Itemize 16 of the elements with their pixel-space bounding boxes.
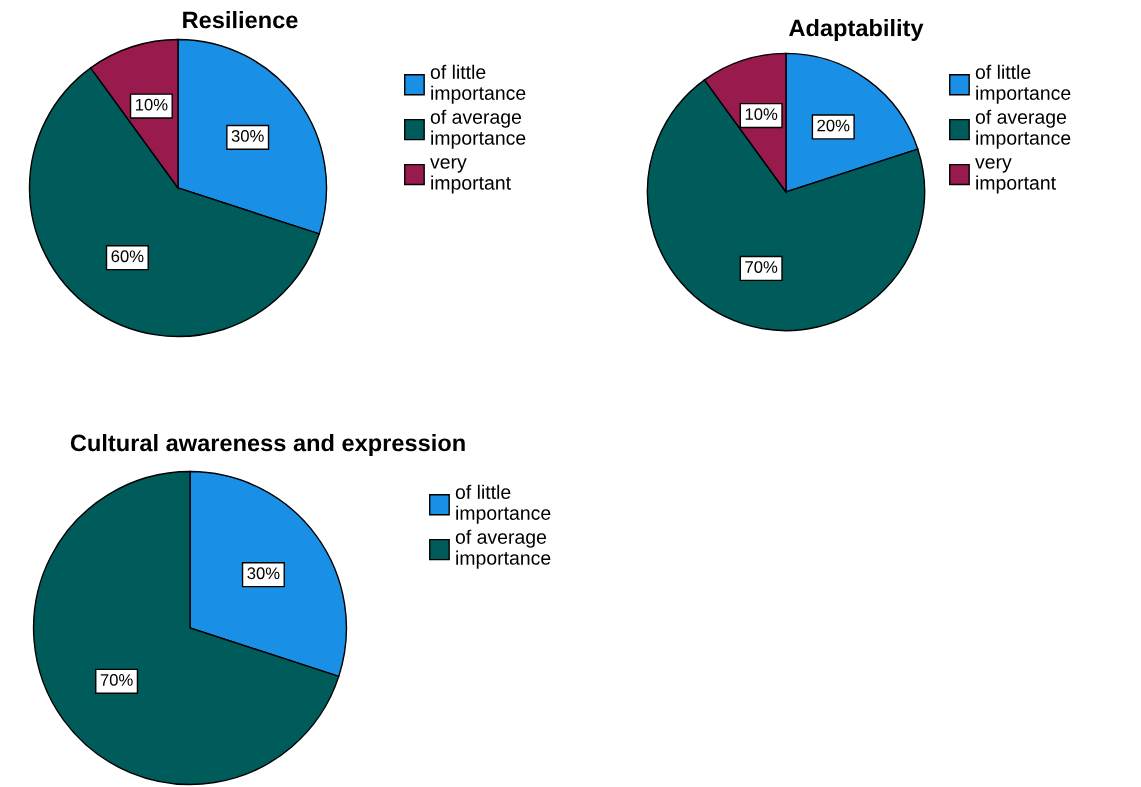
data-label: 60%: [111, 250, 144, 263]
legend-label: very important: [430, 158, 511, 194]
chart-title: Resilience: [183, 11, 298, 29]
legend-label: of average importance: [430, 109, 526, 149]
data-label: 70%: [100, 674, 133, 686]
chart-title: Cultural awareness and expression: [70, 433, 465, 456]
data-label: 10%: [745, 108, 778, 121]
legend-label: very important: [975, 158, 1056, 194]
data-label: 20%: [817, 119, 850, 132]
chart-title: Adaptability: [789, 19, 924, 41]
legend-label: of average importance: [975, 109, 1071, 149]
data-label: 70%: [745, 261, 778, 273]
data-label: 30%: [231, 130, 264, 142]
legend-label: of average importance: [455, 529, 551, 569]
data-label: 10%: [135, 98, 168, 111]
data-label: 30%: [247, 567, 280, 580]
